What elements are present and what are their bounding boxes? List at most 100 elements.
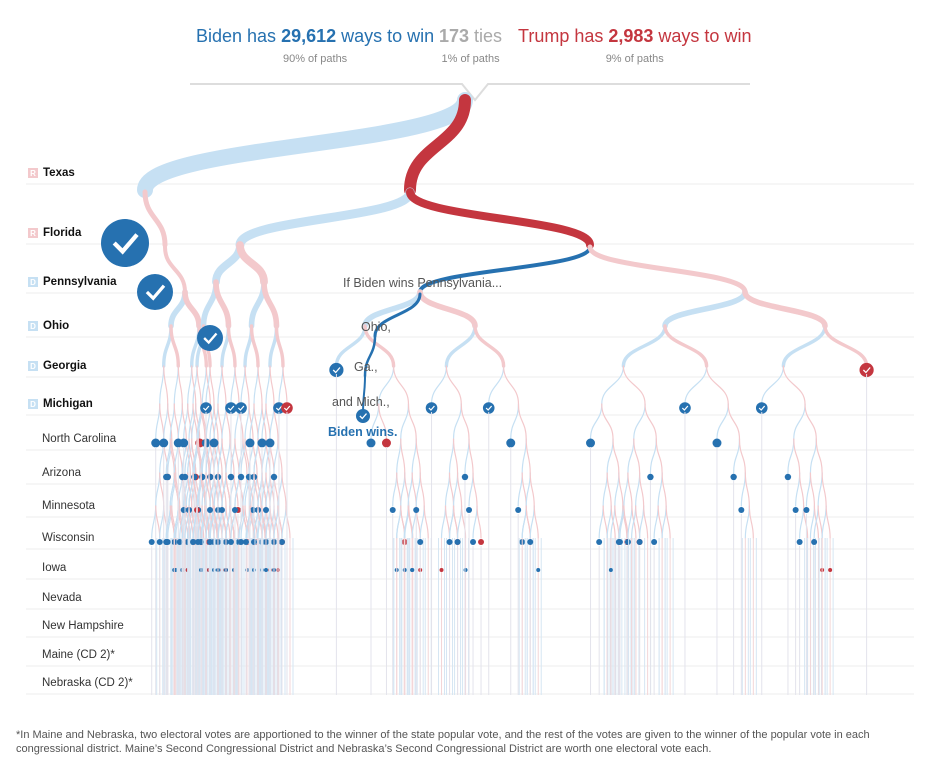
biden-branch bbox=[601, 365, 624, 405]
trump-branch bbox=[444, 505, 451, 539]
biden-branch bbox=[440, 505, 447, 539]
biden-branch bbox=[177, 403, 183, 440]
trump-branch bbox=[452, 505, 459, 539]
biden-branch bbox=[821, 505, 827, 539]
win-checkmark-icon bbox=[417, 539, 424, 545]
biden-branch bbox=[173, 365, 179, 405]
biden-branch bbox=[187, 365, 193, 405]
trump-branch bbox=[825, 505, 831, 539]
biden-branch bbox=[452, 403, 462, 440]
checkmark-glyph bbox=[359, 413, 367, 420]
biden-branch bbox=[396, 505, 402, 539]
header-divider bbox=[190, 83, 750, 102]
row-label-maine-cd-2: Maine (CD 2)* bbox=[42, 649, 115, 661]
trump-branch bbox=[378, 403, 388, 440]
trump-branch bbox=[261, 279, 280, 329]
party-badge: D bbox=[28, 399, 38, 409]
win-checkmark-icon bbox=[278, 539, 285, 545]
row-label-text: Minnesota bbox=[42, 500, 96, 512]
win-checkmark-icon bbox=[596, 539, 603, 545]
win-checkmark-icon bbox=[410, 568, 415, 572]
biden-branch bbox=[169, 403, 175, 440]
biden-branch bbox=[623, 472, 629, 507]
win-checkmark-icon bbox=[191, 473, 198, 481]
biden-branch bbox=[155, 403, 161, 440]
biden-branch bbox=[809, 438, 817, 474]
trump-branch bbox=[191, 365, 197, 405]
checkmark-glyph bbox=[332, 367, 341, 374]
biden-branch bbox=[396, 438, 402, 474]
biden-branch bbox=[606, 438, 614, 474]
biden-branch bbox=[614, 472, 620, 507]
biden-branch bbox=[419, 505, 425, 539]
trump-florida-branch bbox=[142, 189, 168, 248]
trump-branch bbox=[217, 403, 223, 440]
win-checkmark-icon bbox=[482, 402, 495, 414]
row-label-text: North Carolina bbox=[42, 433, 117, 445]
party-badge: D bbox=[28, 321, 38, 331]
checkmark-glyph bbox=[202, 405, 210, 411]
win-checkmark-icon bbox=[803, 507, 810, 513]
win-checkmark-icon bbox=[463, 568, 468, 572]
trump-branch bbox=[209, 365, 215, 405]
biden-branch bbox=[400, 403, 410, 440]
trump-florida-branch bbox=[406, 188, 594, 249]
trump-branch bbox=[622, 505, 628, 539]
win-checkmark-icon bbox=[263, 507, 270, 513]
row-label-text: New Hampshire bbox=[42, 620, 124, 632]
trump-branch bbox=[182, 289, 202, 329]
trump-branch bbox=[274, 324, 285, 368]
win-checkmark-icon bbox=[616, 539, 623, 545]
win-checkmark-icon bbox=[527, 539, 534, 545]
trump-branch bbox=[612, 438, 620, 474]
biden-branch bbox=[464, 438, 470, 474]
trump-branch bbox=[748, 505, 754, 539]
biden-branch bbox=[761, 365, 784, 405]
trump-branch bbox=[657, 505, 663, 539]
biden-branch bbox=[151, 505, 157, 539]
annotation-pennsylvania: If Biden wins Pennsylvania... bbox=[343, 276, 503, 290]
trump-branch bbox=[229, 438, 235, 474]
row-label-north-carolina: North Carolina bbox=[42, 433, 116, 445]
biden-branch bbox=[627, 438, 635, 474]
row-label-text: Michigan bbox=[43, 398, 93, 410]
trump-branch bbox=[744, 472, 750, 507]
trump-branch bbox=[159, 403, 165, 440]
win-checkmark-icon bbox=[190, 539, 197, 545]
win-checkmark-icon bbox=[206, 539, 213, 545]
win-checkmark-icon bbox=[730, 473, 737, 481]
win-checkmark-icon bbox=[461, 473, 469, 481]
trump-branch bbox=[661, 472, 667, 507]
trump-branch bbox=[277, 438, 283, 474]
trump-branch bbox=[503, 365, 520, 405]
row-label-arizona: Arizona bbox=[42, 467, 81, 479]
trump-branch bbox=[665, 505, 671, 539]
biden-branch bbox=[716, 403, 729, 440]
party-badge: R bbox=[28, 168, 38, 178]
win-checkmark-icon bbox=[478, 539, 485, 545]
win-checkmark-icon bbox=[466, 507, 473, 513]
win-checkmark-icon bbox=[356, 409, 370, 423]
win-checkmark-icon bbox=[156, 539, 163, 545]
biden-branch bbox=[448, 505, 455, 539]
trump-count: 2,983 bbox=[608, 26, 654, 46]
biden-branch bbox=[155, 472, 161, 507]
checkmark-glyph bbox=[112, 233, 139, 255]
row-label-text: Iowa bbox=[42, 562, 67, 574]
biden-branch bbox=[415, 472, 421, 507]
win-checkmark-icon bbox=[506, 438, 516, 448]
win-checkmark-icon bbox=[608, 568, 613, 572]
win-checkmark-icon bbox=[828, 568, 833, 572]
trump-branch bbox=[195, 403, 201, 440]
party-badge: R bbox=[28, 228, 38, 238]
win-checkmark-icon bbox=[243, 539, 250, 545]
trump-branch bbox=[163, 505, 169, 539]
win-checkmark-icon bbox=[515, 507, 522, 513]
trump-branch bbox=[253, 403, 259, 440]
row-label-text: Ohio bbox=[43, 320, 70, 332]
row-label-wisconsin: Wisconsin bbox=[42, 532, 94, 544]
biden-branch bbox=[781, 324, 827, 368]
win-checkmark-icon bbox=[251, 539, 258, 545]
win-checkmark-icon bbox=[636, 539, 643, 545]
row-label-nevada: Nevada bbox=[42, 592, 82, 604]
